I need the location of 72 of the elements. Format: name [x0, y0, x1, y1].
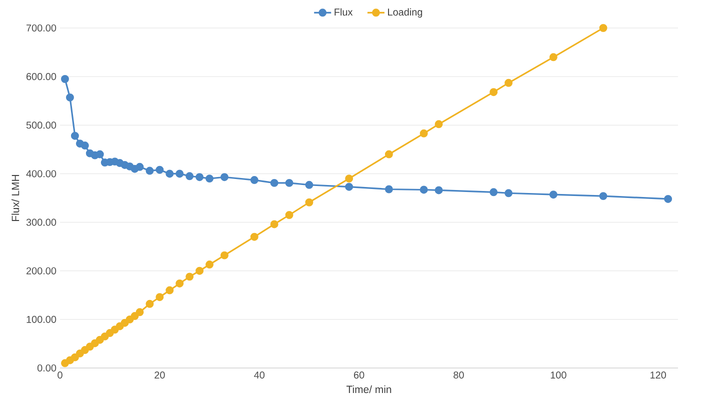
point	[70, 132, 79, 140]
x-tick-label: 120	[650, 372, 666, 379]
x-tick-label: 60	[354, 372, 364, 379]
y-tick-label: 600.00	[26, 73, 56, 80]
point	[305, 198, 314, 206]
point	[285, 178, 294, 187]
point	[60, 75, 69, 83]
point	[420, 186, 428, 194]
point	[270, 220, 278, 228]
point	[206, 174, 214, 183]
point	[345, 174, 354, 183]
point	[156, 293, 164, 302]
point	[176, 170, 184, 178]
point	[136, 162, 144, 171]
x-tick-label: 80	[454, 372, 464, 379]
point	[490, 88, 498, 96]
point	[176, 279, 184, 288]
point	[136, 308, 144, 316]
x-tick-label: 100	[550, 372, 566, 379]
point	[305, 180, 314, 189]
y-tick-label: 0.00	[37, 364, 56, 372]
y-tick-label: 200.00	[26, 267, 56, 274]
point	[504, 189, 513, 198]
y-tick-label: 100.00	[26, 316, 56, 323]
point	[250, 232, 258, 241]
point	[156, 166, 164, 174]
x-tick-label: 40	[254, 372, 265, 379]
point	[664, 194, 672, 203]
point	[186, 272, 194, 281]
point	[270, 178, 278, 187]
point	[110, 326, 119, 334]
point	[384, 150, 393, 158]
point	[70, 353, 79, 362]
point	[434, 186, 443, 194]
point	[130, 312, 139, 320]
point	[285, 211, 294, 219]
point	[549, 53, 558, 62]
point	[66, 93, 74, 102]
y-tick-label: 500.00	[26, 122, 56, 129]
point	[599, 192, 608, 200]
point	[166, 170, 174, 178]
point	[206, 260, 214, 269]
point	[220, 251, 228, 260]
point	[196, 266, 204, 275]
y-tick-label: 700.00	[26, 24, 56, 32]
point	[80, 346, 89, 354]
y-axis-title: Flux/ LMH	[11, 175, 20, 221]
point	[504, 78, 513, 87]
point	[490, 188, 498, 196]
point	[146, 166, 154, 175]
y-tick-label: 400.00	[26, 170, 56, 178]
point	[186, 172, 194, 180]
point	[420, 129, 428, 138]
legend-label: Loading	[388, 8, 422, 18]
point	[549, 190, 558, 199]
x-axis-title: Time/ min	[346, 385, 392, 394]
point	[80, 142, 89, 150]
x-tick-label: 20	[154, 372, 165, 379]
point	[599, 24, 608, 32]
point	[126, 315, 134, 324]
point	[220, 173, 228, 182]
legend-label: Flux	[334, 8, 353, 16]
point	[250, 176, 258, 184]
point	[434, 120, 443, 128]
point	[345, 182, 354, 191]
point	[146, 300, 154, 308]
point	[196, 173, 204, 182]
x-tick-label: 0	[58, 372, 62, 379]
y-tick-label: 300.00	[26, 218, 56, 226]
point	[166, 286, 174, 294]
point	[384, 185, 393, 194]
point	[96, 150, 104, 158]
